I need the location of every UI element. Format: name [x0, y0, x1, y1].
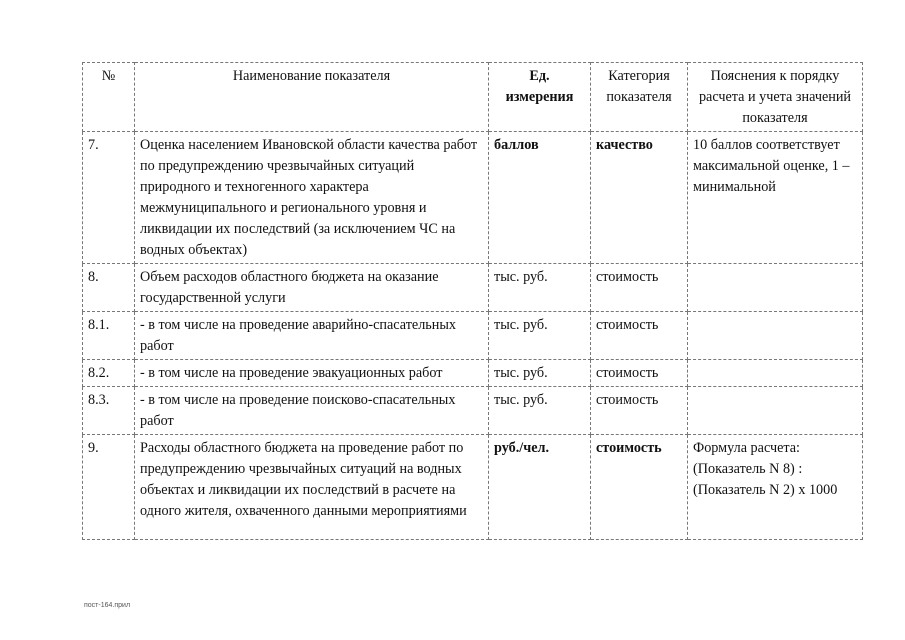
row-num: 8.3.: [82, 386, 135, 435]
row-name: Оценка населением Ивановской области кач…: [134, 131, 489, 264]
row-unit: руб./чел.: [488, 434, 591, 540]
row-note: [687, 386, 863, 435]
row-unit: баллов: [488, 131, 591, 264]
row-unit: тыс. руб.: [488, 386, 591, 435]
row-num: 8.: [82, 263, 135, 312]
row-category: стоимость: [590, 386, 688, 435]
table-row: 8. Объем расходов областного бюджета на …: [82, 263, 863, 312]
row-name: - в том числе на проведение поисково-спа…: [134, 386, 489, 435]
row-category: стоимость: [590, 263, 688, 312]
row-category: качество: [590, 131, 688, 264]
row-name: - в том числе на проведение эвакуационны…: [134, 359, 489, 387]
row-name: - в том числе на проведение аварийно-спа…: [134, 311, 489, 360]
header-note: Пояснения к порядку расчета и учета знач…: [687, 62, 863, 132]
row-note: Формула расчета: (Показатель N 8) : (Пок…: [687, 434, 863, 540]
table-row: 8.1. - в том числе на проведение аварийн…: [82, 311, 863, 360]
row-unit: тыс. руб.: [488, 311, 591, 360]
row-num: 9.: [82, 434, 135, 540]
row-category: стоимость: [590, 359, 688, 387]
header-category: Категория показателя: [590, 62, 688, 132]
row-num: 8.1.: [82, 311, 135, 360]
row-note: [687, 311, 863, 360]
row-unit: тыс. руб.: [488, 359, 591, 387]
header-name: Наименование показателя: [134, 62, 489, 132]
header-unit: Ед. измерения: [488, 62, 591, 132]
row-name: Объем расходов областного бюджета на ока…: [134, 263, 489, 312]
header-row: № Наименование показателя Ед. измерения …: [82, 62, 863, 132]
indicators-table: № Наименование показателя Ед. измерения …: [82, 62, 863, 540]
row-note: [687, 263, 863, 312]
table-row: 7. Оценка населением Ивановской области …: [82, 131, 863, 264]
row-note: 10 баллов соответствует максимальной оце…: [687, 131, 863, 264]
row-name: Расходы областного бюджета на проведение…: [134, 434, 489, 540]
table-row: 8.2. - в том числе на проведение эвакуац…: [82, 359, 863, 387]
row-category: стоимость: [590, 311, 688, 360]
row-num: 8.2.: [82, 359, 135, 387]
row-category: стоимость: [590, 434, 688, 540]
table-row: 8.3. - в том числе на проведение поисков…: [82, 386, 863, 435]
row-unit: тыс. руб.: [488, 263, 591, 312]
row-num: 7.: [82, 131, 135, 264]
row-note: [687, 359, 863, 387]
table-row: 9. Расходы областного бюджета на проведе…: [82, 434, 863, 540]
footer-filename: пост-164.прил: [84, 602, 131, 609]
header-num: №: [82, 62, 135, 132]
